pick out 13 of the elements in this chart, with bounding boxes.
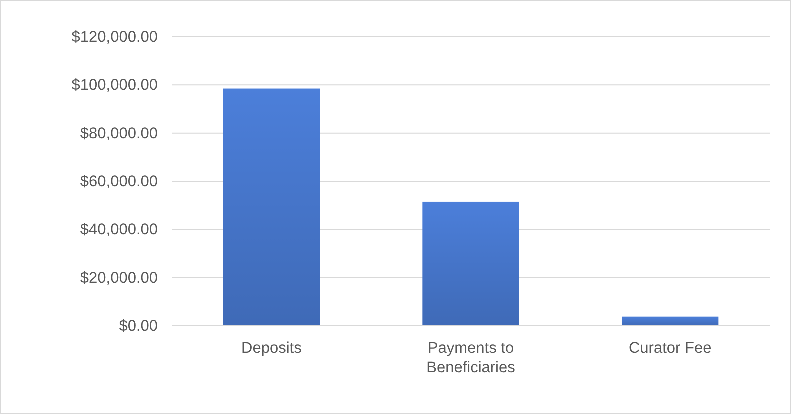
- y-tick-label: $20,000.00: [80, 270, 158, 287]
- y-tick-label: $80,000.00: [80, 125, 158, 142]
- bar: [422, 202, 520, 326]
- y-tick-label: $100,000.00: [72, 77, 158, 94]
- bar: [223, 88, 320, 326]
- y-tick-label: $0.00: [119, 318, 158, 335]
- bar: [622, 316, 719, 326]
- y-tick-label: $60,000.00: [80, 173, 158, 190]
- y-tick-label: $40,000.00: [80, 222, 158, 239]
- y-tick-label: $120,000.00: [72, 28, 158, 46]
- x-tick-label: Payments to Beneficiaries: [426, 340, 516, 376]
- x-tick-label: Curator Fee: [628, 340, 712, 358]
- x-tick-label: Deposits: [242, 340, 302, 358]
